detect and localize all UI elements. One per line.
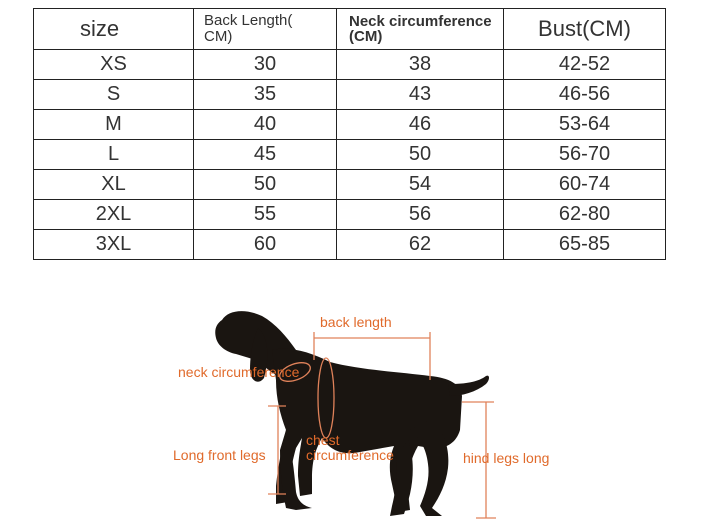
dog-silhouette bbox=[215, 311, 489, 516]
label-neck-circumference: neck circumference bbox=[178, 364, 300, 380]
label-chest-line2: circumference bbox=[306, 447, 394, 463]
size-chart-table: size Back Length( CM) Neck circumference… bbox=[33, 8, 666, 260]
chest-circumference-marker bbox=[317, 357, 335, 439]
header-back-length-line2: CM) bbox=[204, 28, 233, 45]
cell-bust: 42-52 bbox=[503, 49, 666, 80]
table-row: L 45 50 56-70 bbox=[33, 139, 666, 170]
cell-bust: 53-64 bbox=[503, 109, 666, 140]
measurement-lines bbox=[268, 332, 496, 519]
header-neck-line1: Neck circumference bbox=[349, 13, 492, 30]
cell-back-length: 40 bbox=[193, 109, 337, 140]
table-row: 3XL 60 62 65-85 bbox=[33, 229, 666, 260]
cell-size: 3XL bbox=[33, 229, 194, 260]
cell-back-length: 35 bbox=[193, 79, 337, 110]
table-row: XL 50 54 60-74 bbox=[33, 169, 666, 200]
cell-bust: 56-70 bbox=[503, 139, 666, 170]
table-row: XS 30 38 42-52 bbox=[33, 49, 666, 80]
dog-measurement-diagram: back length neck circumference chest cir… bbox=[0, 280, 715, 532]
neck-circumference-marker bbox=[279, 362, 311, 382]
cell-bust: 65-85 bbox=[503, 229, 666, 260]
cell-size: XS bbox=[33, 49, 194, 80]
cell-neck: 50 bbox=[336, 139, 504, 170]
cell-neck: 38 bbox=[336, 49, 504, 80]
header-back-length-line1: Back Length( bbox=[204, 12, 293, 29]
table-row: 2XL 55 56 62-80 bbox=[33, 199, 666, 230]
header-neck-line2: (CM) bbox=[349, 28, 383, 45]
header-back-length: Back Length( CM) bbox=[193, 8, 337, 50]
cell-neck: 43 bbox=[336, 79, 504, 110]
cell-size: XL bbox=[33, 169, 194, 200]
label-hind-legs: hind legs long bbox=[463, 450, 550, 466]
cell-back-length: 60 bbox=[193, 229, 337, 260]
cell-bust: 62-80 bbox=[503, 199, 666, 230]
cell-bust: 60-74 bbox=[503, 169, 666, 200]
header-neck-circumference: Neck circumference (CM) bbox=[336, 8, 504, 50]
cell-neck: 62 bbox=[336, 229, 504, 260]
cell-size: 2XL bbox=[33, 199, 194, 230]
cell-size: L bbox=[33, 139, 194, 170]
header-size: size bbox=[33, 8, 194, 50]
size-chart-header-row: size Back Length( CM) Neck circumference… bbox=[33, 8, 666, 50]
header-bust: Bust(CM) bbox=[503, 8, 666, 50]
cell-size: S bbox=[33, 79, 194, 110]
label-back-length: back length bbox=[320, 314, 392, 330]
dog-silhouette-illustration bbox=[215, 311, 496, 519]
cell-back-length: 45 bbox=[193, 139, 337, 170]
cell-bust: 46-56 bbox=[503, 79, 666, 110]
label-chest-line1: chest bbox=[306, 432, 340, 448]
table-row: S 35 43 46-56 bbox=[33, 79, 666, 110]
table-row: M 40 46 53-64 bbox=[33, 109, 666, 140]
cell-neck: 46 bbox=[336, 109, 504, 140]
cell-neck: 54 bbox=[336, 169, 504, 200]
cell-back-length: 50 bbox=[193, 169, 337, 200]
cell-neck: 56 bbox=[336, 199, 504, 230]
cell-back-length: 30 bbox=[193, 49, 337, 80]
label-front-legs: Long front legs bbox=[173, 447, 266, 463]
cell-back-length: 55 bbox=[193, 199, 337, 230]
cell-size: M bbox=[33, 109, 194, 140]
